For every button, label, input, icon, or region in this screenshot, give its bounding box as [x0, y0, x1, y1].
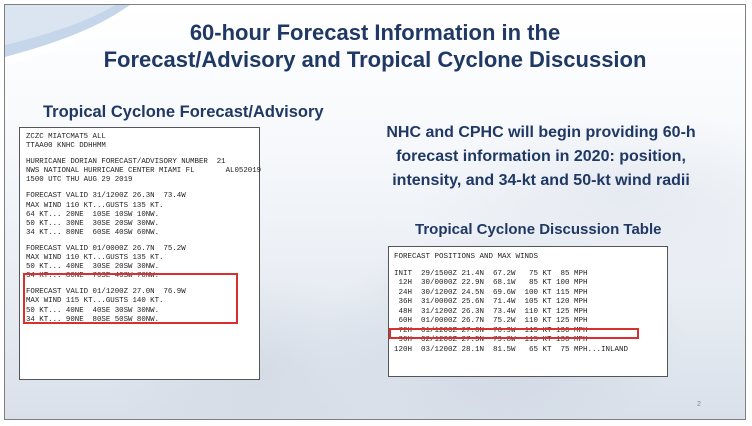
- advisory-text-box: ZCZC MIATCMAT5 ALL TTAA00 KNHC DDHHMM HU…: [19, 127, 262, 380]
- discussion-row: 72H 01/1200Z 27.0N 76.9W 115 KT 130 MPH: [394, 326, 588, 335]
- slide-title-line2: Forecast/Advisory and Tropical Cyclone D…: [103, 47, 647, 72]
- advisory-line: 50 KT... 40NE 30SE 20SW 30NW.: [26, 263, 160, 272]
- discussion-row: 120H 03/1200Z 28.1N 81.5W 65 KT 75 MPH..…: [394, 345, 629, 354]
- discussion-heading: Tropical Cyclone Discussion Table: [415, 221, 662, 238]
- advisory-line: NWS NATIONAL HURRICANE CENTER MIAMI FL A…: [26, 167, 262, 176]
- discussion-text-box: FORECAST POSITIONS AND MAX WINDS INIT 29…: [388, 246, 668, 377]
- discussion-row: INIT 29/1500Z 21.4N 67.2W 75 KT 85 MPH: [394, 269, 588, 278]
- discussion-row: 24H 30/1200Z 24.5N 69.6W 100 KT 115 MPH: [394, 288, 588, 297]
- discussion-row: 12H 30/0000Z 22.9N 68.1W 85 KT 100 MPH: [394, 279, 588, 287]
- slide: 60-hour Forecast Information in the Fore…: [4, 4, 746, 420]
- advisory-line: 34 KT... 80NE 70SE 40SW 70NW.: [26, 272, 160, 281]
- slide-title-line1: 60-hour Forecast Information in the: [189, 20, 561, 45]
- swoosh-decoration: [5, 5, 139, 65]
- advisory-line: MAX WIND 110 KT...GUSTS 135 KT.: [26, 201, 164, 210]
- discussion-header: FORECAST POSITIONS AND MAX WINDS: [394, 253, 539, 261]
- advisory-line: FORECAST VALID 01/0000Z 26.7N 75.2W: [26, 244, 186, 253]
- discussion-row: 60H 01/0000Z 26.7N 75.2W 110 KT 125 MPH: [394, 317, 588, 325]
- advisory-line: 50 KT... 30NE 30SE 20SW 30NW.: [26, 219, 160, 228]
- advisory-line: MAX WIND 110 KT...GUSTS 135 KT.: [26, 254, 164, 263]
- advisory-line: ZCZC MIATCMAT5 ALL: [26, 133, 106, 141]
- advisory-line: MAX WIND 115 KT...GUSTS 140 KT.: [26, 297, 164, 306]
- slide-title: 60-hour Forecast Information in the Fore…: [75, 19, 675, 73]
- nhc-line: forecast information in 2020: position,: [396, 148, 686, 165]
- advisory-heading: Tropical Cyclone Forecast/Advisory: [43, 103, 324, 121]
- page-number: 2: [697, 401, 701, 408]
- advisory-line: 1500 UTC THU AUG 29 2019: [26, 176, 133, 185]
- advisory-line: 34 KT... 90NE 80SE 50SW 80NW.: [26, 315, 160, 324]
- advisory-line: TTAA00 KNHC DDHHMM: [26, 142, 106, 151]
- advisory-line: 34 KT... 80NE 60SE 40SW 60NW.: [26, 228, 160, 237]
- discussion-row: 36H 31/0000Z 25.6N 71.4W 105 KT 120 MPH: [394, 298, 588, 306]
- nhc-statement: NHC and CPHC will begin providing 60-h f…: [381, 121, 701, 193]
- advisory-60h-highlight: [23, 273, 238, 324]
- discussion-60h-highlight: [389, 328, 639, 339]
- advisory-line: FORECAST VALID 01/1200Z 27.0N 76.9W: [26, 288, 186, 297]
- advisory-line: FORECAST VALID 31/1200Z 26.3N 73.4W: [26, 192, 186, 201]
- discussion-row: 96H 02/1200Z 27.5N 79.8W 115 KT 130 MPH: [394, 336, 588, 344]
- advisory-line: 64 KT... 20NE 10SE 10SW 10NW.: [26, 210, 160, 219]
- discussion-row: 48H 31/1200Z 26.3N 73.4W 110 KT 125 MPH: [394, 307, 588, 316]
- nhc-line: NHC and CPHC will begin providing 60-h: [386, 124, 696, 141]
- advisory-line: 50 KT... 40NE 40SE 30SW 30NW.: [26, 306, 160, 315]
- nhc-line: intensity, and 34-kt and 50-kt wind radi…: [392, 172, 690, 189]
- advisory-line: HURRICANE DORIAN FORECAST/ADVISORY NUMBE…: [26, 158, 226, 167]
